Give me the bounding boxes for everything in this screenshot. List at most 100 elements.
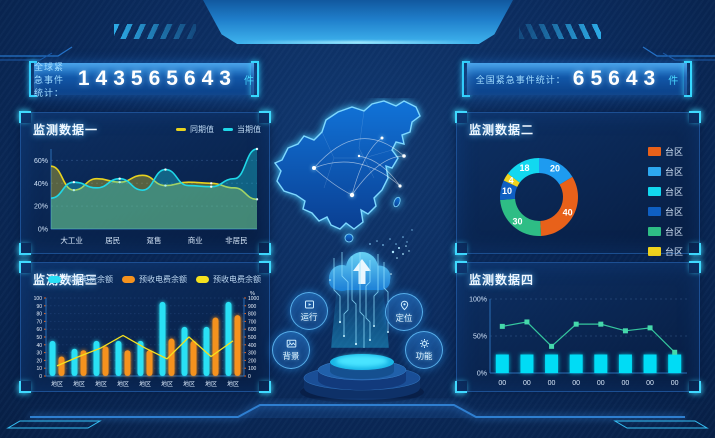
svg-text:10: 10 [502, 186, 512, 196]
svg-text:地区: 地区 [51, 380, 63, 388]
legend-item: 同期值 [176, 124, 214, 135]
svg-text:00: 00 [597, 380, 605, 387]
legend-item: 预收电费余额 [48, 274, 113, 285]
legend-label: 预收电费余额 [65, 275, 113, 284]
legend-label: 同期值 [190, 125, 214, 134]
panel-title: 监测数据二 [469, 123, 535, 137]
legend-item: 台区 [647, 185, 683, 198]
svg-text:00: 00 [548, 380, 556, 387]
svg-text:30: 30 [36, 351, 42, 357]
svg-text:70: 70 [36, 319, 42, 325]
counter-value: 143565643 [77, 67, 237, 90]
legend-item: 台区 [647, 245, 683, 258]
counter-unit: 件 [244, 75, 254, 87]
svg-text:00: 00 [646, 380, 654, 387]
panel-monitor-data-2: 监测数据二 台区 台区 台区 台区 台区 台区 20 40 30 10 4 18 [455, 111, 701, 257]
svg-text:10: 10 [36, 366, 42, 372]
svg-text:50: 50 [36, 335, 42, 341]
svg-text:90: 90 [36, 304, 42, 310]
legend-item: 台区 [647, 225, 683, 238]
gear-icon [419, 339, 429, 348]
legend-label: 台区 [664, 247, 683, 257]
svg-text:0%: 0% [477, 371, 487, 378]
svg-text:100%: 100% [469, 297, 487, 304]
svg-text:900: 900 [248, 304, 257, 310]
legend-label: 台区 [664, 167, 683, 177]
svg-text:0: 0 [248, 374, 251, 380]
run-icon [304, 300, 314, 309]
area-chart-legend: 同期值 当期值 [176, 124, 261, 135]
counter-value: 65643 [572, 67, 662, 90]
svg-text:30: 30 [513, 216, 523, 226]
svg-text:40: 40 [36, 343, 42, 349]
svg-text:60%: 60% [34, 158, 48, 165]
data-beam [331, 288, 389, 348]
legend-label: 台区 [664, 147, 683, 157]
svg-text:地区: 地区 [73, 380, 85, 388]
svg-text:居民: 居民 [105, 236, 120, 245]
legend-label: 当期值 [237, 125, 261, 134]
svg-text:600: 600 [248, 327, 257, 333]
legend-swatch [647, 167, 661, 176]
national-event-counter: 全国紧急事件统计： 65643 件 [462, 61, 692, 97]
svg-text:00: 00 [523, 380, 531, 387]
donut-chart: 20 40 30 104 18 [500, 158, 578, 236]
svg-text:00: 00 [622, 380, 630, 387]
svg-text:800: 800 [248, 312, 257, 318]
legend-label: 预收电费余额 [139, 275, 187, 284]
picture-icon [286, 339, 296, 348]
svg-text:商业: 商业 [188, 235, 203, 245]
location-pin-icon [400, 300, 408, 311]
svg-text:700: 700 [248, 319, 257, 325]
svg-text:40%: 40% [34, 181, 48, 188]
svg-text:300: 300 [248, 351, 257, 357]
svg-text:地区: 地区 [161, 380, 173, 388]
svg-text:地区: 地区 [95, 380, 107, 388]
counter-bar: 全国紧急事件统计： 65643 件 [467, 63, 687, 95]
panel-title: 监测数据四 [469, 273, 535, 287]
svg-text:大工业: 大工业 [60, 235, 83, 245]
line-bar-chart: 0% 50% 100% 00 00 00 00 00 00 00 00 [469, 297, 687, 387]
svg-text:趸售: 趸售 [147, 235, 162, 245]
svg-text:地区: 地区 [227, 380, 239, 388]
bar-line-chart: 0 0 10 100 20 200 30 300 40 400 50 500 60 600 70 700 80 8… [34, 291, 260, 388]
locate-button[interactable]: 定位 [385, 293, 423, 331]
bar-chart-legend: 预收电费余额 预收电费余额 预收电费余额 [48, 274, 261, 285]
header-banner [203, 0, 513, 44]
legend-swatch [48, 276, 61, 283]
legend-swatch [122, 276, 135, 283]
svg-text:40: 40 [563, 207, 573, 217]
legend-swatch [647, 207, 661, 216]
svg-text:%: % [250, 291, 255, 297]
panel-monitor-data-1: 监测数据一 同期值 当期值 0% 20% 40% 60% 大工业 居民 趸售 商业 非居民 [19, 111, 271, 255]
up-arrow-icon [353, 259, 371, 284]
legend-swatch [647, 147, 661, 156]
run-button[interactable]: 运行 [290, 292, 328, 330]
footer-decoration [6, 404, 709, 429]
svg-text:地区: 地区 [117, 380, 129, 388]
function-button[interactable]: 功能 [405, 331, 443, 369]
svg-text:非居民: 非居民 [225, 235, 248, 245]
header-stripes-left [114, 24, 196, 39]
legend-label: 台区 [664, 187, 683, 197]
legend-swatch [196, 276, 209, 283]
button-label: 背景 [282, 351, 300, 361]
svg-text:100: 100 [34, 296, 43, 302]
legend-swatch [176, 128, 186, 131]
legend-item: 台区 [647, 205, 683, 218]
legend-item: 预收电费余额 [122, 274, 187, 285]
legend-label: 台区 [664, 227, 683, 237]
svg-text:地区: 地区 [205, 380, 217, 388]
svg-text:200: 200 [248, 358, 257, 364]
svg-text:50%: 50% [473, 334, 487, 341]
global-event-counter: 全球紧急事件统计： 143565643 件 [29, 61, 259, 98]
svg-text:00: 00 [572, 380, 580, 387]
svg-text:00: 00 [671, 380, 679, 387]
svg-text:0: 0 [39, 374, 42, 380]
svg-text:60: 60 [36, 327, 42, 333]
button-label: 运行 [300, 312, 318, 322]
panel-title: 监测数据一 [33, 123, 99, 137]
svg-text:80: 80 [36, 312, 42, 318]
svg-text:20: 20 [550, 164, 560, 174]
background-button[interactable]: 背景 [272, 331, 310, 369]
